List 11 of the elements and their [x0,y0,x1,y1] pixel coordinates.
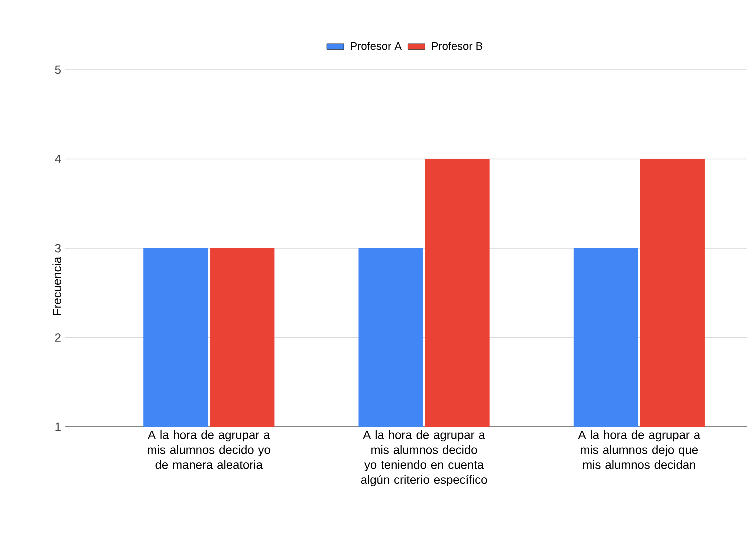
legend-label: Profesor B [432,42,483,50]
y-tick-label: 4 [55,155,62,164]
y-axis-title: Frecuencia [52,256,62,316]
x-tick-label: A la hora de agrupar a mis alumnos decido yo teniendo en cuenta algún criterio específico [361,430,488,486]
y-tick-label: 3 [55,244,61,253]
y-tick-label: 5 [55,66,61,74]
y-tick-label: 2 [55,334,61,342]
x-tick-label: A la hora de agrupar a mis alumnos dejo que mis alumnos decidan [578,430,701,470]
y-tick-label: 1 [56,422,61,432]
legend-label: Profesor A [351,42,402,50]
x-tick-label: A la hora de agrupar a mis alumnos decido yo de manera aleatoria [148,430,270,470]
